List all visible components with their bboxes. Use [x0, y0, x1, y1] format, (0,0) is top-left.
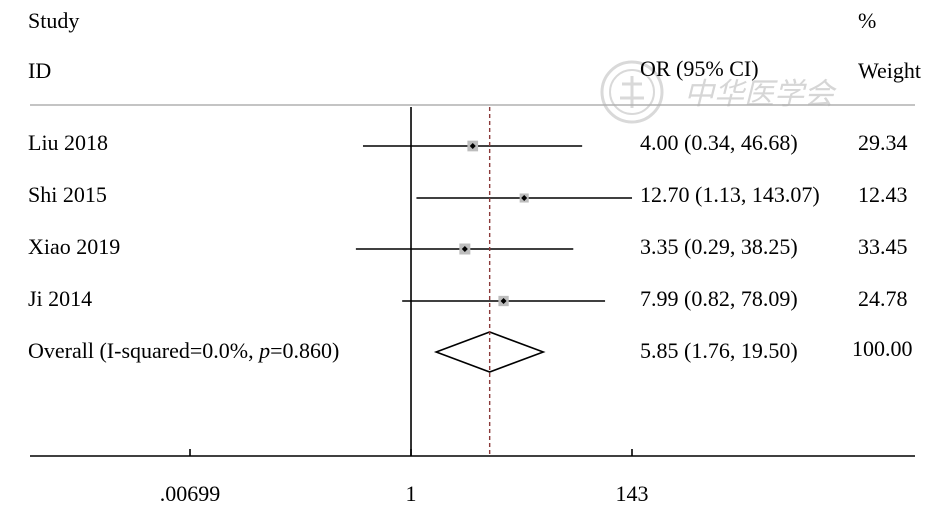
- overall-label-prefix: Overall (I-squared=0.0%,: [28, 338, 259, 363]
- watermark: 中华医学会: [600, 60, 837, 124]
- weight-text: 12.43: [858, 182, 908, 207]
- seal-icon: [600, 60, 664, 124]
- x-axis-ticks: .00699 1 143: [160, 449, 649, 506]
- point-estimate: [461, 246, 468, 252]
- weight-header-percent: %: [858, 8, 876, 33]
- weight-text: 24.78: [858, 286, 908, 311]
- effect-header: OR (95% CI): [640, 56, 759, 81]
- study-row-0: Liu 2018 4.00 (0.34, 46.68) 29.34: [28, 130, 908, 155]
- x-tick-label: .00699: [160, 481, 221, 506]
- ci-text: 7.99 (0.82, 78.09): [640, 286, 798, 311]
- overall-row: Overall (I-squared=0.0%, p=0.860) 5.85 (…: [28, 331, 913, 373]
- weight-text: 29.34: [858, 130, 908, 155]
- ci-text: 3.35 (0.29, 38.25): [640, 234, 798, 259]
- study-label: Xiao 2019: [28, 234, 120, 259]
- watermark-text: 中华医学会: [684, 77, 837, 112]
- overall-label-suffix: =0.860): [270, 338, 339, 363]
- point-estimate: [500, 298, 507, 304]
- study-row-1: Shi 2015 12.70 (1.13, 143.07) 12.43: [28, 182, 908, 207]
- study-row-2: Xiao 2019 3.35 (0.29, 38.25) 33.45: [28, 234, 908, 259]
- study-header: Study: [28, 8, 79, 33]
- ci-text: 4.00 (0.34, 46.68): [640, 130, 798, 155]
- weight-header: Weight: [858, 58, 921, 83]
- overall-label-p: p: [257, 338, 270, 363]
- ci-text: 12.70 (1.13, 143.07): [640, 182, 820, 207]
- weight-text: 33.45: [858, 234, 908, 259]
- id-header: ID: [28, 58, 51, 83]
- point-estimate: [521, 195, 528, 201]
- header: Study ID OR (95% CI) % Weight: [28, 8, 921, 83]
- overall-label: Overall (I-squared=0.0%, p=0.860): [28, 338, 339, 363]
- x-tick-label: 143: [616, 481, 649, 506]
- study-row-3: Ji 2014 7.99 (0.82, 78.09) 24.78: [28, 286, 908, 311]
- overall-weight-text: 100.00: [852, 336, 913, 361]
- study-label: Liu 2018: [28, 130, 108, 155]
- study-label: Shi 2015: [28, 182, 107, 207]
- overall-ci-text: 5.85 (1.76, 19.50): [640, 338, 798, 363]
- x-tick-label: 1: [406, 481, 417, 506]
- study-label: Ji 2014: [28, 286, 92, 311]
- overall-diamond: [433, 331, 546, 373]
- point-estimate: [469, 143, 476, 149]
